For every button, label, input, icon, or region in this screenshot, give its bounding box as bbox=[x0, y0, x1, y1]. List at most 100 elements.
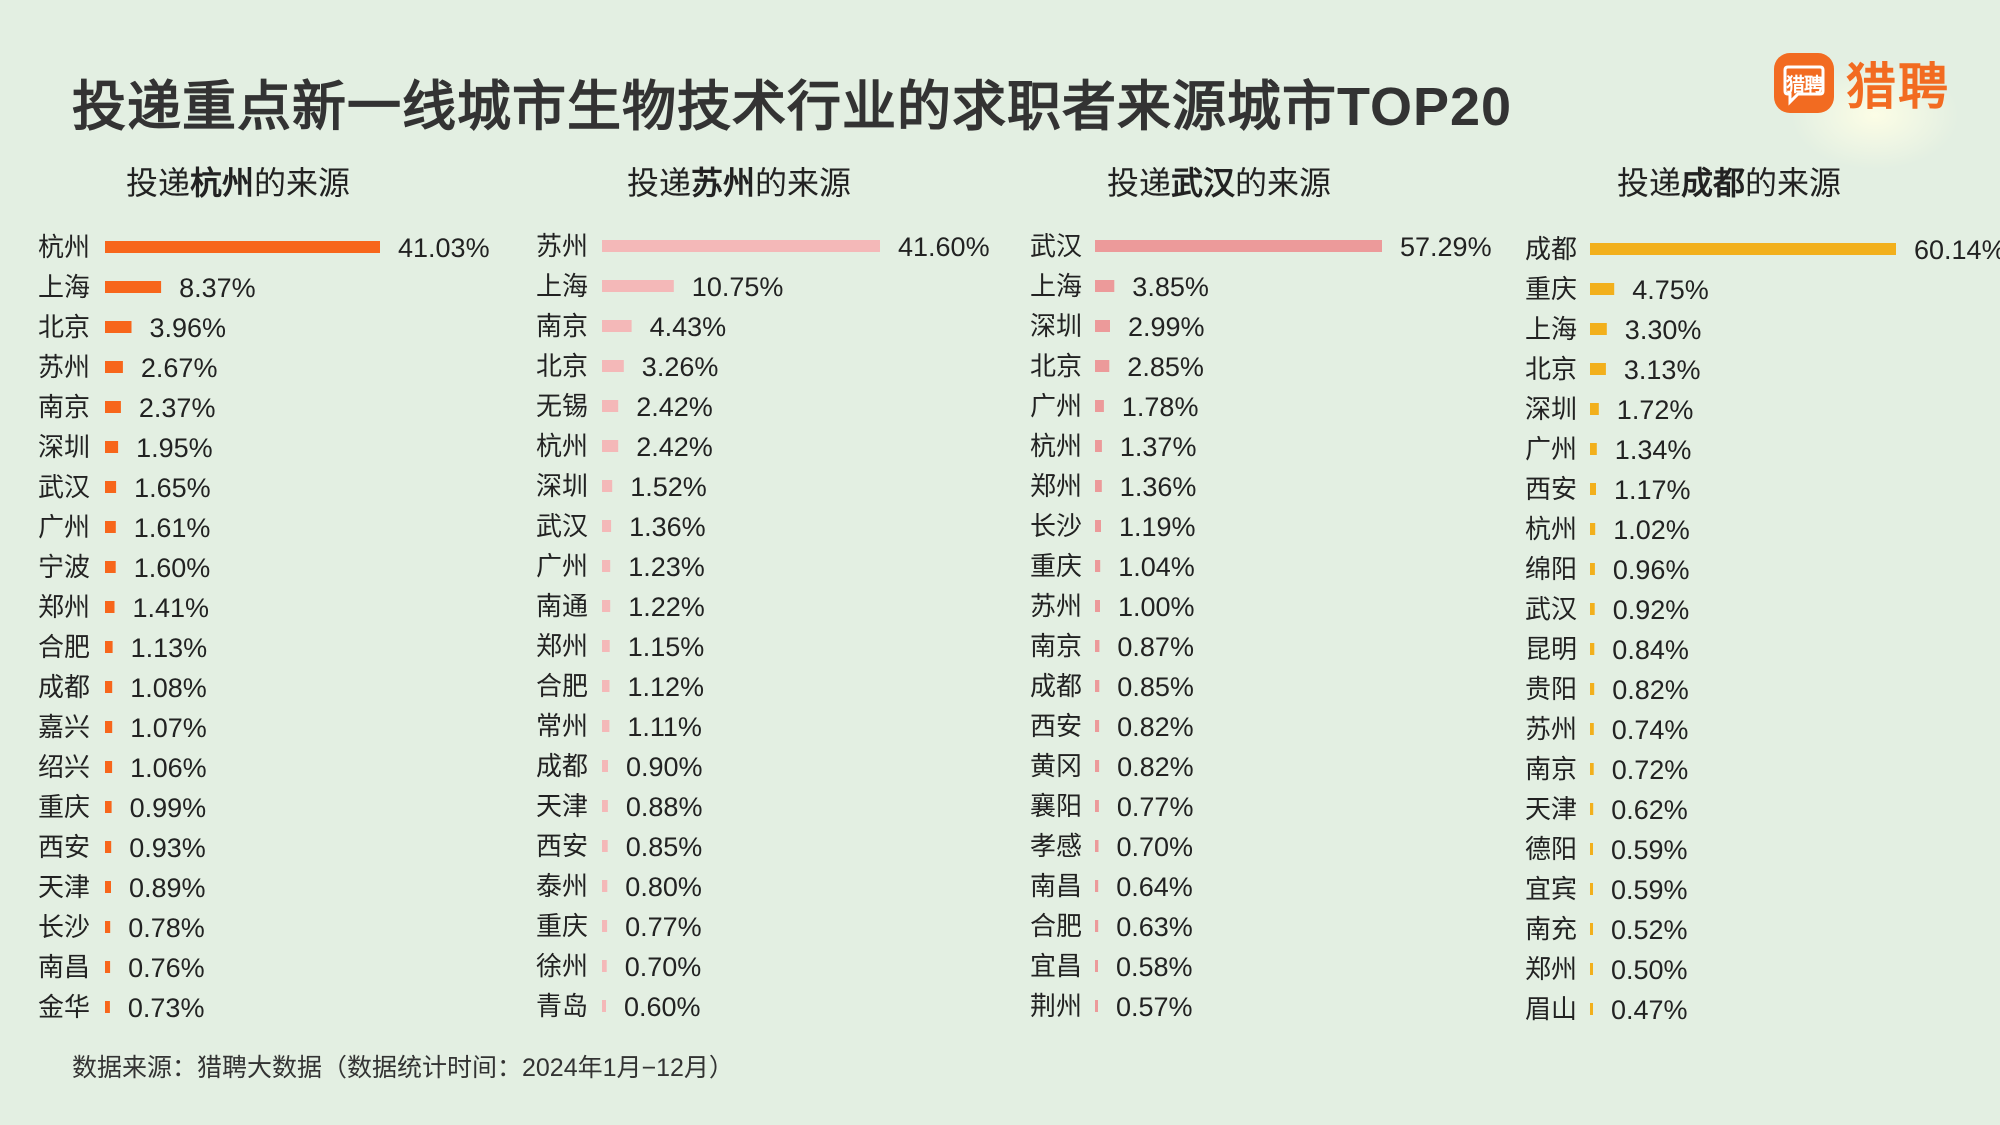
data-label: 1.78% bbox=[1122, 392, 1199, 422]
category-label: 黄冈 bbox=[1030, 751, 1082, 781]
data-label: 0.59% bbox=[1611, 835, 1688, 865]
category-label: 郑州 bbox=[536, 631, 588, 661]
bar bbox=[105, 761, 113, 773]
bar bbox=[1590, 683, 1595, 695]
data-label: 1.02% bbox=[1613, 515, 1690, 545]
category-label: 西安 bbox=[38, 832, 90, 862]
category-label: 德阳 bbox=[1525, 834, 1577, 864]
bar bbox=[602, 800, 608, 812]
bar bbox=[602, 600, 611, 612]
data-label: 41.03% bbox=[398, 233, 490, 263]
bar bbox=[1095, 520, 1101, 532]
bar bbox=[602, 320, 632, 332]
data-label: 0.80% bbox=[625, 872, 702, 902]
brand-logo: 猎聘 猎聘 bbox=[1774, 50, 1950, 116]
bar bbox=[1095, 640, 1100, 652]
bar bbox=[105, 281, 162, 293]
data-label: 0.47% bbox=[1611, 995, 1688, 1025]
category-label: 贵阳 bbox=[1525, 674, 1577, 704]
bar bbox=[1095, 1000, 1098, 1012]
category-label: 郑州 bbox=[38, 592, 90, 622]
category-label: 广州 bbox=[536, 551, 588, 581]
data-label: 1.06% bbox=[130, 753, 207, 783]
data-label: 0.74% bbox=[1612, 715, 1689, 745]
data-label: 0.62% bbox=[1611, 795, 1688, 825]
data-label: 57.29% bbox=[1400, 232, 1492, 262]
bar bbox=[105, 561, 116, 573]
category-label: 苏州 bbox=[1030, 591, 1082, 621]
category-label: 苏州 bbox=[1525, 714, 1577, 744]
data-label: 0.90% bbox=[626, 752, 703, 782]
bar bbox=[105, 801, 112, 813]
bar bbox=[1095, 840, 1099, 852]
data-label: 0.64% bbox=[1116, 872, 1193, 902]
data-label: 0.84% bbox=[1612, 635, 1689, 665]
data-label: 1.07% bbox=[130, 713, 207, 743]
bar bbox=[1590, 843, 1593, 855]
bar bbox=[1095, 680, 1100, 692]
data-label: 0.78% bbox=[128, 913, 205, 943]
bar bbox=[1590, 523, 1596, 535]
bar bbox=[105, 921, 111, 933]
category-label: 重庆 bbox=[1030, 551, 1082, 581]
bar bbox=[602, 960, 607, 972]
category-label: 南通 bbox=[536, 591, 588, 621]
data-label: 0.88% bbox=[626, 792, 703, 822]
category-label: 宜昌 bbox=[1030, 951, 1082, 981]
category-label: 南充 bbox=[1525, 914, 1577, 944]
bar bbox=[1095, 560, 1101, 572]
data-label: 1.65% bbox=[134, 473, 211, 503]
bar bbox=[1095, 400, 1104, 412]
bar bbox=[1095, 800, 1099, 812]
category-label: 天津 bbox=[536, 791, 588, 821]
bar bbox=[1590, 723, 1594, 735]
category-label: 重庆 bbox=[38, 792, 90, 822]
data-label: 1.34% bbox=[1615, 435, 1692, 465]
bar bbox=[602, 280, 674, 292]
data-label: 0.85% bbox=[626, 832, 703, 862]
category-label: 金华 bbox=[38, 992, 90, 1022]
data-label: 0.59% bbox=[1611, 875, 1688, 905]
bar bbox=[602, 480, 613, 492]
category-label: 合肥 bbox=[536, 671, 588, 701]
data-label: 2.67% bbox=[141, 353, 218, 383]
category-label: 北京 bbox=[38, 312, 90, 342]
category-label: 绵阳 bbox=[1525, 554, 1577, 584]
category-label: 重庆 bbox=[1525, 274, 1577, 304]
category-label: 重庆 bbox=[536, 911, 588, 941]
category-label: 荆州 bbox=[1030, 991, 1082, 1021]
bar bbox=[602, 560, 611, 572]
panel-title-suffix: 的来源 bbox=[1235, 165, 1332, 201]
category-label: 合肥 bbox=[1030, 911, 1082, 941]
panel-title-suffix: 的来源 bbox=[1745, 165, 1842, 201]
panel-title-city: 杭州 bbox=[190, 165, 255, 201]
bar bbox=[1095, 480, 1102, 492]
category-label: 杭州 bbox=[1030, 431, 1082, 461]
bar bbox=[602, 720, 610, 732]
category-label: 长沙 bbox=[38, 912, 90, 942]
speech-bubble-outline-icon bbox=[1783, 65, 1825, 106]
data-label: 1.41% bbox=[133, 593, 210, 623]
bar bbox=[1095, 320, 1110, 332]
data-label: 4.75% bbox=[1632, 275, 1709, 305]
data-label: 1.13% bbox=[131, 633, 208, 663]
bar bbox=[602, 760, 608, 772]
bar bbox=[105, 241, 380, 253]
panel-title-prefix: 投递 bbox=[126, 165, 191, 201]
bar bbox=[1095, 920, 1099, 932]
bar bbox=[105, 881, 111, 893]
category-label: 广州 bbox=[1030, 391, 1082, 421]
category-label: 杭州 bbox=[536, 431, 588, 461]
data-label: 1.60% bbox=[134, 553, 211, 583]
panel-title-chengdu: 投递成都的来源 bbox=[1617, 158, 1841, 204]
data-label: 10.75% bbox=[692, 272, 784, 302]
panel-title-suffix: 的来源 bbox=[755, 165, 852, 201]
category-label: 成都 bbox=[536, 751, 588, 781]
page-title: 投递重点新一线城市生物技术行业的求职者来源城市TOP20 bbox=[72, 77, 1513, 137]
category-label: 深圳 bbox=[1525, 394, 1577, 424]
category-label: 上海 bbox=[1030, 271, 1082, 301]
category-label: 南京 bbox=[1030, 631, 1082, 661]
category-label: 成都 bbox=[1525, 234, 1577, 264]
category-label: 上海 bbox=[1525, 314, 1577, 344]
